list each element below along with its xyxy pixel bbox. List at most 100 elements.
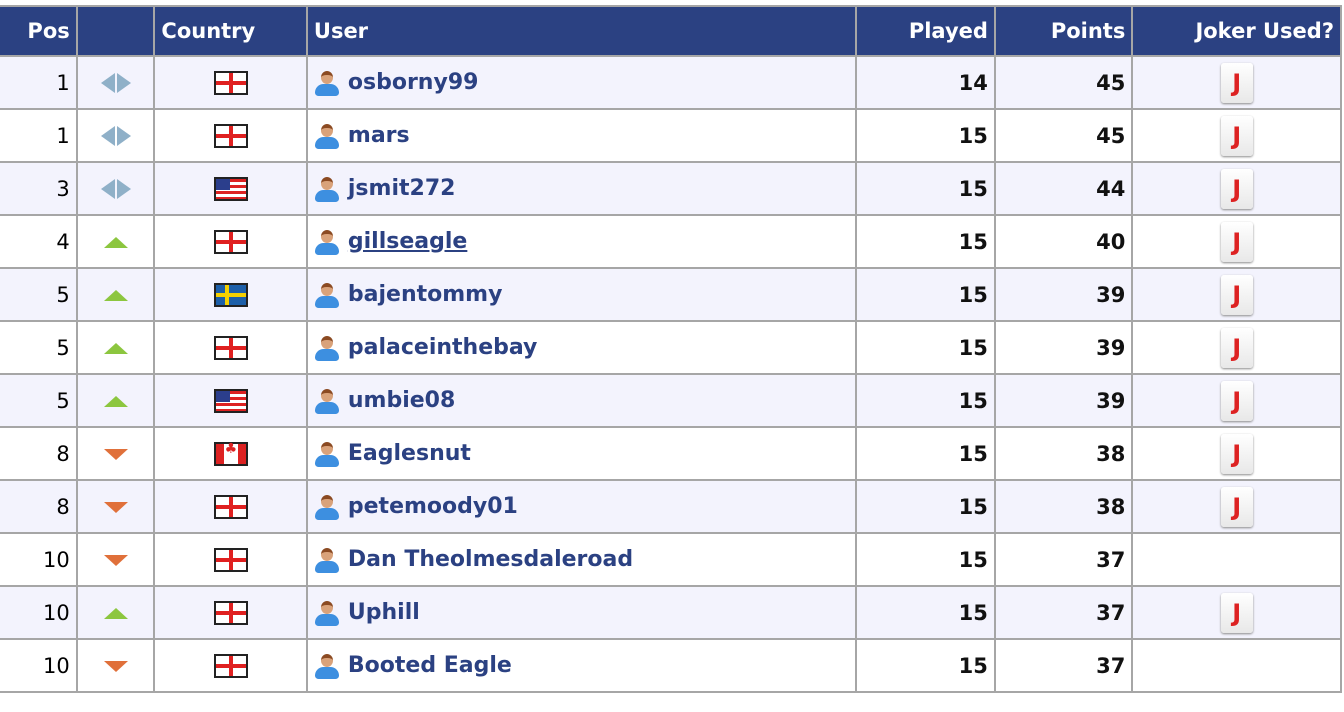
points: 37	[993, 638, 1134, 693]
points: 39	[993, 373, 1134, 428]
user-link[interactable]: palaceinthebay	[347, 334, 538, 360]
league-table: Pos Country User Played Points Joker Use…	[0, 5, 1342, 693]
position: 10	[0, 585, 78, 640]
header-pos[interactable]: Pos	[0, 5, 78, 57]
points: 45	[993, 108, 1134, 163]
header-movement	[75, 5, 156, 57]
user-link[interactable]: bajentommy	[347, 281, 503, 307]
joker-card-icon: J	[1220, 592, 1253, 633]
user-link[interactable]: jsmit272	[347, 175, 456, 201]
points: 38	[993, 426, 1134, 481]
table-row: 10 Booted Eagle 15 37	[0, 638, 1342, 693]
played: 15	[855, 426, 996, 481]
joker-card-icon: J	[1220, 115, 1253, 156]
movement-down-icon	[103, 449, 128, 460]
user-link[interactable]: gillseagle	[347, 228, 468, 254]
joker-card-icon: J	[1220, 327, 1253, 368]
played: 15	[855, 108, 996, 163]
table-row: 4 gillseagle 15 40 J	[0, 214, 1342, 269]
movement-up-icon	[103, 608, 128, 619]
user-link[interactable]: mars	[347, 122, 410, 148]
flag-england-icon	[213, 71, 248, 95]
user-avatar-icon	[314, 388, 340, 414]
flag-usa-icon	[213, 177, 248, 201]
table-row: 1 mars 15 45 J	[0, 108, 1342, 163]
joker-card-icon: J	[1220, 486, 1253, 527]
user-avatar-icon	[314, 653, 340, 679]
header-country[interactable]: Country	[153, 5, 308, 57]
position: 8	[0, 426, 78, 481]
user-avatar-icon	[314, 600, 340, 626]
played: 15	[855, 638, 996, 693]
played: 15	[855, 267, 996, 322]
flag-england-icon	[213, 601, 248, 625]
header-user[interactable]: User	[305, 5, 858, 57]
points: 39	[993, 267, 1134, 322]
table-row: 1 osborny99 14 45 J	[0, 55, 1342, 110]
table-row: 5 umbie08 15 39 J	[0, 373, 1342, 428]
position: 4	[0, 214, 78, 269]
header-points[interactable]: Points	[993, 5, 1134, 57]
position: 5	[0, 267, 78, 322]
header-played[interactable]: Played	[855, 5, 996, 57]
user-link[interactable]: osborny99	[347, 69, 479, 95]
table-row: 10 Dan Theolmesdaleroad 15 37	[0, 532, 1342, 587]
points: 45	[993, 55, 1134, 110]
position: 5	[0, 373, 78, 428]
movement-down-icon	[103, 502, 128, 513]
movement-same-icon	[99, 124, 133, 148]
user-link[interactable]: petemoody01	[347, 493, 518, 519]
points: 39	[993, 320, 1134, 375]
position: 3	[0, 161, 78, 216]
movement-same-icon	[99, 177, 133, 201]
played: 15	[855, 373, 996, 428]
movement-up-icon	[103, 343, 128, 354]
joker-card-icon: J	[1220, 433, 1253, 474]
played: 15	[855, 320, 996, 375]
user-link[interactable]: Eaglesnut	[347, 440, 471, 466]
position: 1	[0, 108, 78, 163]
movement-up-icon	[103, 237, 128, 248]
user-avatar-icon	[314, 176, 340, 202]
points: 37	[993, 585, 1134, 640]
user-link[interactable]: Booted Eagle	[347, 652, 512, 678]
user-link[interactable]: umbie08	[347, 387, 456, 413]
played: 14	[855, 55, 996, 110]
points: 44	[993, 161, 1134, 216]
user-link[interactable]: Uphill	[347, 599, 420, 625]
movement-up-icon	[103, 290, 128, 301]
header-joker[interactable]: Joker Used?	[1131, 5, 1342, 57]
user-avatar-icon	[314, 123, 340, 149]
position: 10	[0, 638, 78, 693]
flag-england-icon	[213, 654, 248, 678]
user-avatar-icon	[314, 441, 340, 467]
flag-canada-icon	[213, 441, 248, 466]
points: 40	[993, 214, 1134, 269]
flag-usa-icon	[213, 389, 248, 413]
flag-england-icon	[213, 336, 248, 360]
flag-sweden-icon	[213, 283, 248, 307]
flag-england-icon	[213, 548, 248, 572]
header-row: Pos Country User Played Points Joker Use…	[0, 5, 1342, 57]
movement-down-icon	[103, 661, 128, 672]
position: 10	[0, 532, 78, 587]
user-link[interactable]: Dan Theolmesdaleroad	[347, 546, 634, 572]
table-row: 8 Eaglesnut 15 38 J	[0, 426, 1342, 481]
table-row: 5 bajentommy 15 39 J	[0, 267, 1342, 322]
played: 15	[855, 479, 996, 534]
user-avatar-icon	[314, 547, 340, 573]
played: 15	[855, 585, 996, 640]
joker-card-icon: J	[1220, 221, 1253, 262]
joker-card-icon: J	[1220, 274, 1253, 315]
table-row: 8 petemoody01 15 38 J	[0, 479, 1342, 534]
played: 15	[855, 214, 996, 269]
position: 1	[0, 55, 78, 110]
movement-up-icon	[103, 396, 128, 407]
position: 5	[0, 320, 78, 375]
user-avatar-icon	[314, 70, 340, 96]
flag-england-icon	[213, 230, 248, 254]
points: 38	[993, 479, 1134, 534]
user-avatar-icon	[314, 335, 340, 361]
table-row: 10 Uphill 15 37 J	[0, 585, 1342, 640]
user-avatar-icon	[314, 494, 340, 520]
